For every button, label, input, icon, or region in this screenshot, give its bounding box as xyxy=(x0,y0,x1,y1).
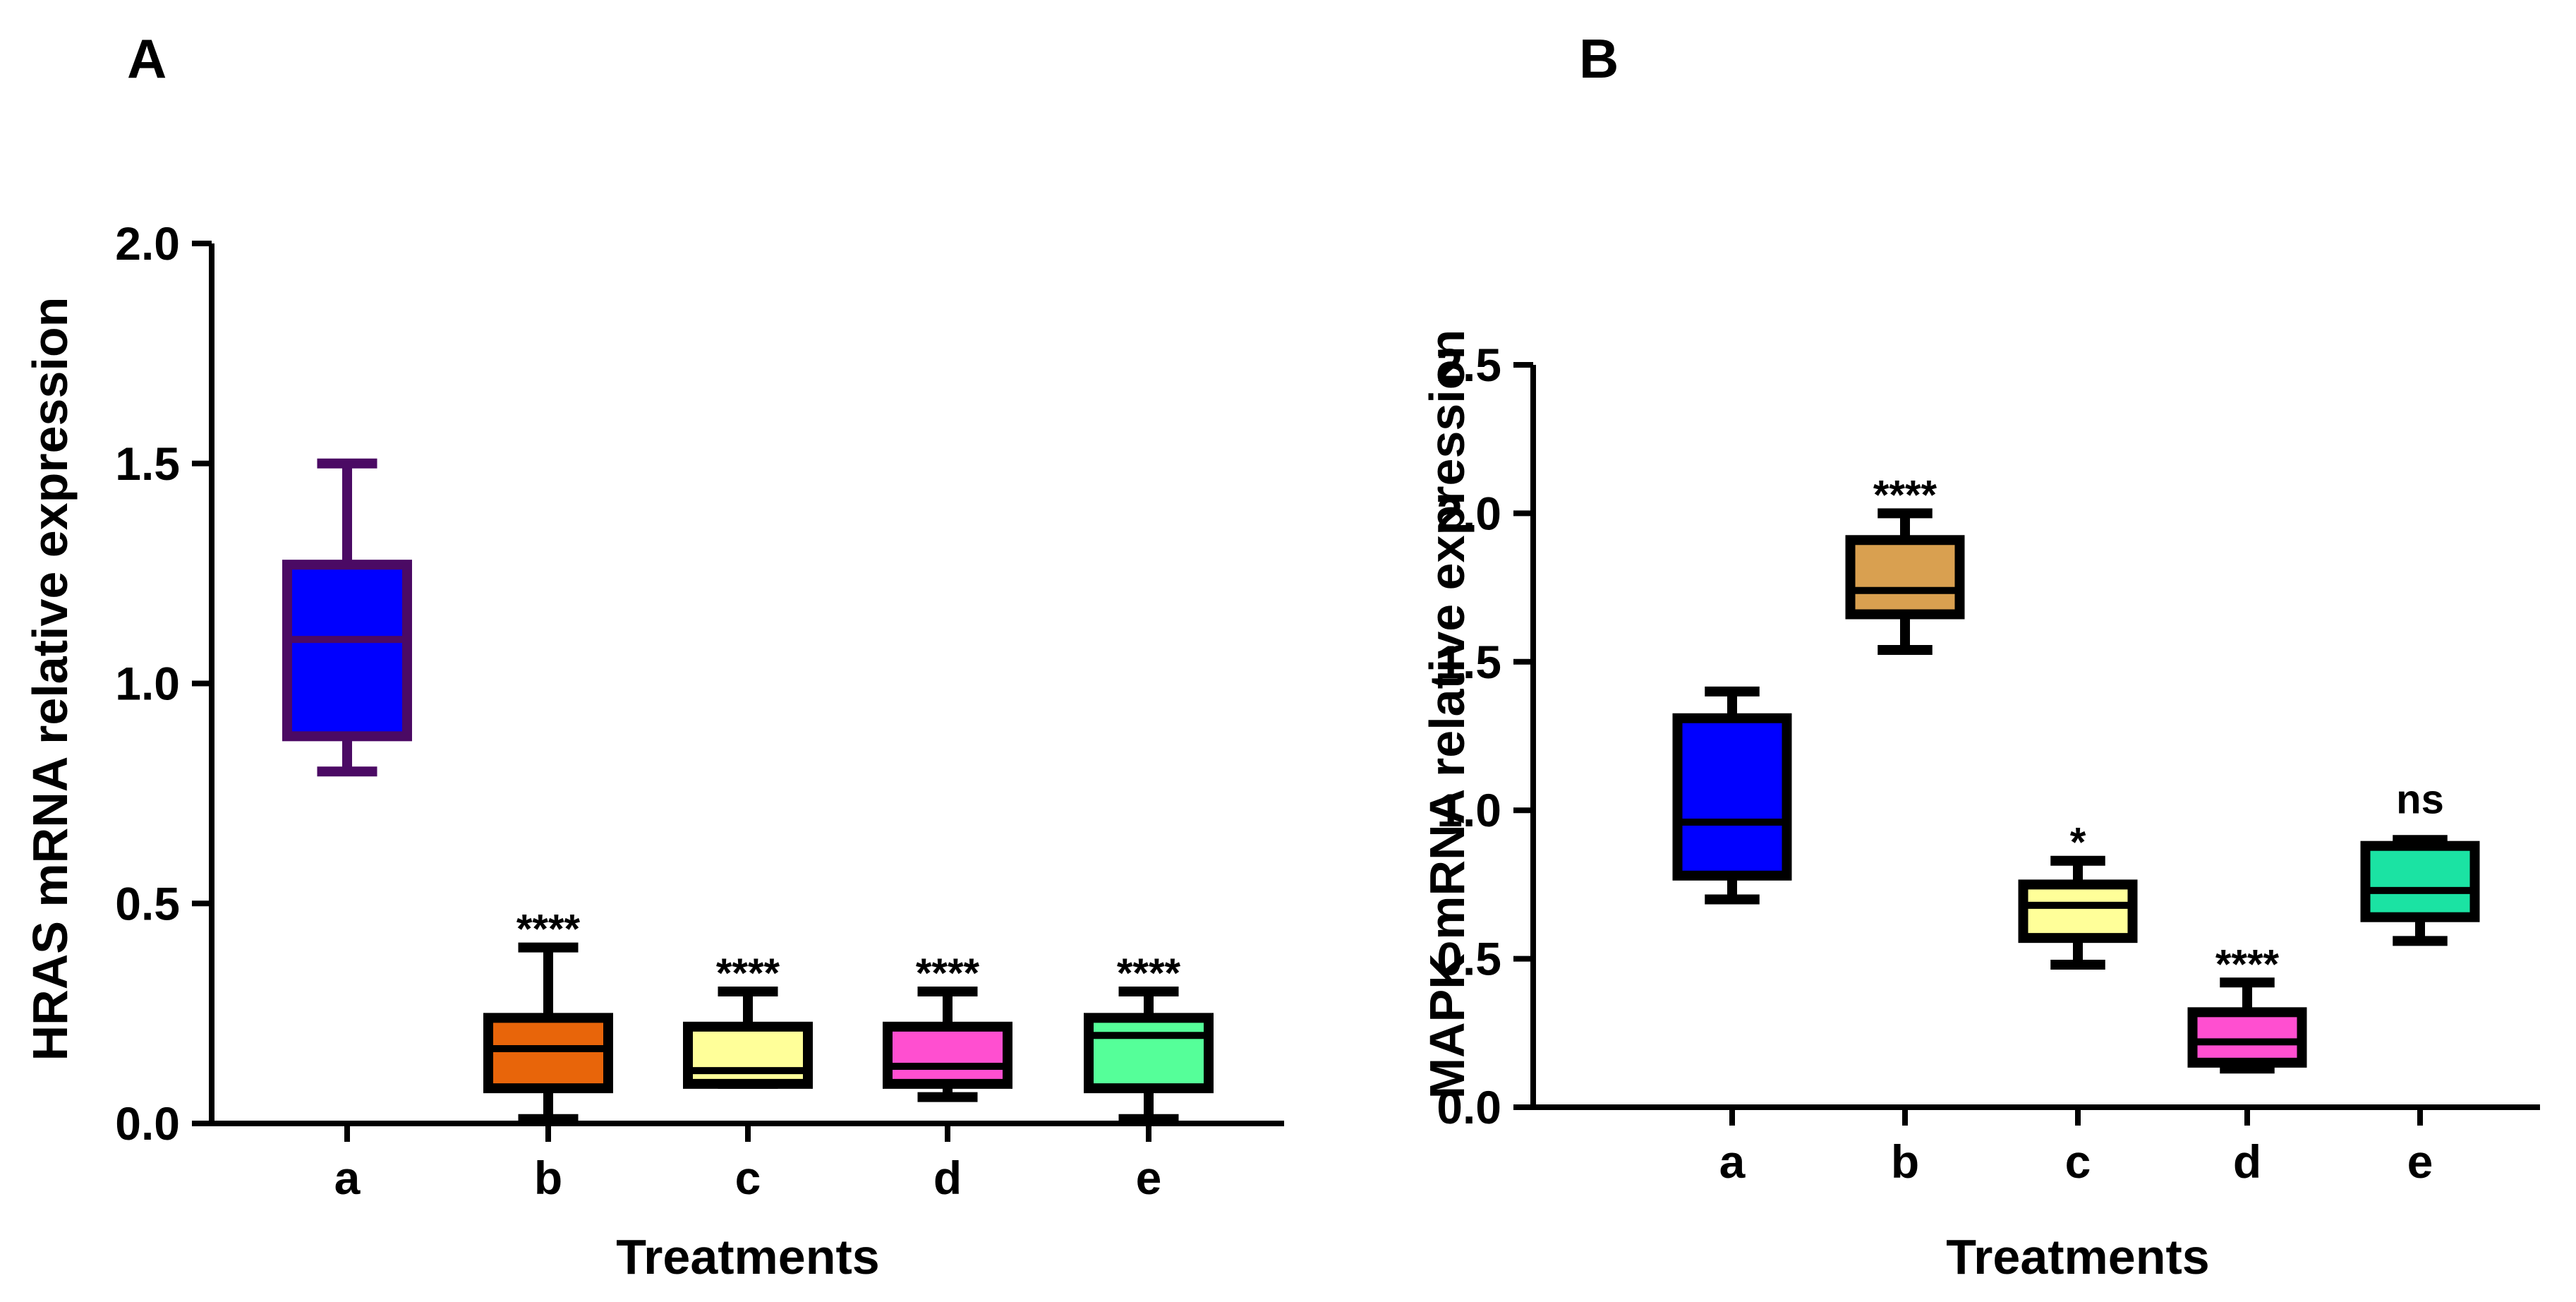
panel-b-box-body-c xyxy=(2018,879,2138,944)
panel-b-y-tick-label: 2.0 xyxy=(1437,487,1501,539)
panel-a-box-a xyxy=(282,458,412,777)
panel-a-box-e: **** xyxy=(1084,951,1214,1124)
panel-b-y-tick-label: 0.0 xyxy=(1437,1081,1501,1133)
panel-b-y-axis-title: MAPK mRNA relative expression xyxy=(1420,330,1475,1099)
panel-b-box-a xyxy=(1672,686,1792,905)
panel-a-box-body-b xyxy=(483,1013,613,1094)
panel-b-box-body-a xyxy=(1672,713,1792,881)
panel-a-box-c: **** xyxy=(683,951,813,1089)
panel-a: A HRAS mRNA relative expression Treatmen… xyxy=(23,28,1284,1284)
panel-b-x-tick-label-c: c xyxy=(2065,1135,2091,1188)
panel-a-significance-d: **** xyxy=(916,951,980,996)
panel-a-x-tick-label-a: a xyxy=(334,1152,361,1204)
panel-a-x-tick-label-b: b xyxy=(534,1152,562,1204)
panel-a-y-tick-label: 0.0 xyxy=(115,1097,180,1150)
panel-a-y-axis-title: HRAS mRNA relative expression xyxy=(23,297,78,1061)
panel-b-y-tick-label: 1.0 xyxy=(1437,784,1501,836)
panel-a-x-tick-label-d: d xyxy=(933,1152,962,1204)
panel-a-significance-b: **** xyxy=(516,907,581,953)
panel-b: B MAPK mRNA relative expression Treatmen… xyxy=(1420,28,2540,1284)
panel-a-box-b: **** xyxy=(483,907,613,1124)
panel-b-y-tick-label: 2.5 xyxy=(1437,339,1501,391)
panel-a-box-body-c xyxy=(683,1021,813,1089)
panel-a-y-tick-label: 1.0 xyxy=(115,658,180,710)
panel-b-y-tick-label: 1.5 xyxy=(1437,636,1501,688)
panel-a-y-tick-label: 2.0 xyxy=(115,217,180,270)
panel-a-x-axis-title: Treatments xyxy=(616,1229,879,1284)
panel-a-y-tick-label: 1.5 xyxy=(115,438,180,490)
panel-a-x-tick-label-e: e xyxy=(1136,1152,1162,1204)
panel-b-box-c: * xyxy=(2018,820,2138,970)
panel-a-significance-e: **** xyxy=(1117,951,1181,996)
panel-b-significance-b: **** xyxy=(1873,472,1937,518)
panel-b-box-b: **** xyxy=(1845,472,1965,655)
panel-a-x-tick-label-c: c xyxy=(735,1152,761,1204)
panel-b-box-d: **** xyxy=(2187,941,2307,1074)
panel-b-significance-e: ns xyxy=(2396,776,2444,822)
panel-b-box-body-e xyxy=(2360,840,2480,922)
panel-b-box-e: ns xyxy=(2360,776,2480,946)
panel-a-box-d: **** xyxy=(883,951,1012,1102)
panel-a-letter: A xyxy=(127,28,167,90)
panel-b-x-axis-title: Treatments xyxy=(1946,1229,2209,1284)
panel-a-box-body-a xyxy=(282,560,412,742)
panel-b-x-tick-label-a: a xyxy=(1719,1135,1746,1188)
panel-b-x-tick-label-e: e xyxy=(2407,1135,2433,1188)
panel-a-box-body-e xyxy=(1084,1013,1214,1094)
panel-a-y-tick-label: 0.5 xyxy=(115,877,180,929)
panel-b-box-body-b xyxy=(1845,535,1965,620)
panel-b-letter: B xyxy=(1579,28,1619,90)
panel-b-x-tick-label-b: b xyxy=(1891,1135,1919,1188)
panel-b-y-tick-label: 0.5 xyxy=(1437,933,1501,985)
panel-a-significance-c: **** xyxy=(716,951,780,996)
panel-b-box-body-d xyxy=(2187,1007,2307,1068)
panel-b-x-tick-label-d: d xyxy=(2233,1135,2261,1188)
panel-b-significance-d: **** xyxy=(2215,941,2280,987)
panel-b-significance-c: * xyxy=(2070,820,2086,866)
panel-a-box-body-d xyxy=(883,1021,1012,1089)
